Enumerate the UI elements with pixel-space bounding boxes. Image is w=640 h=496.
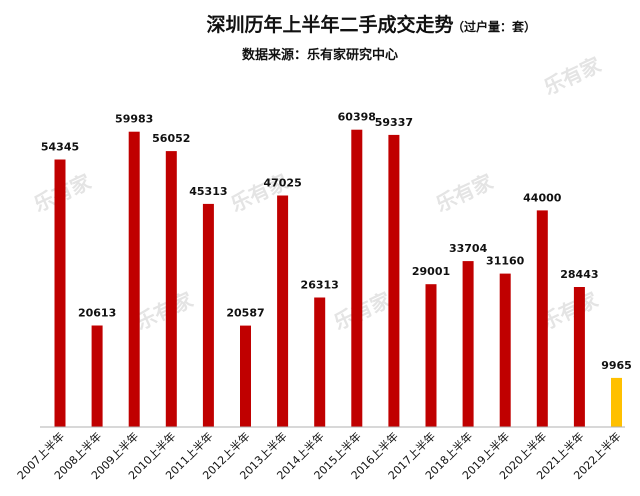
watermark-logo: 乐有家 (540, 52, 605, 100)
watermark-logo: 乐有家 (432, 169, 497, 217)
data-label: 33704 (449, 242, 488, 255)
data-label: 54345 (41, 141, 79, 154)
bar-2021上半年 (573, 287, 585, 427)
data-label: 20587 (226, 307, 264, 320)
bar-2022上半年 (611, 377, 622, 427)
watermark-logo: 乐有家 (330, 287, 395, 335)
x-tick-labels-group: 2007上半年2008上半年2009上半年2010上半年2011上半年2012上… (14, 429, 624, 482)
watermark-logo: 乐有家 (132, 287, 197, 335)
bar-2010上半年 (165, 151, 177, 427)
bar-2012上半年 (240, 325, 251, 427)
bars-group (54, 129, 622, 427)
data-label: 45313 (189, 185, 227, 198)
data-label: 56052 (152, 132, 190, 145)
data-label: 20613 (78, 307, 116, 320)
bar-2019上半年 (499, 273, 511, 427)
chart-title: 深圳历年上半年二手成交走势 (206, 13, 453, 36)
bar-2018上半年 (462, 261, 474, 427)
bar-2015上半年 (351, 129, 363, 427)
data-label: 44000 (523, 191, 562, 204)
data-label: 59337 (375, 116, 413, 129)
chart-source: 数据来源：乐有家研究中心 (242, 47, 398, 63)
bar-2016上半年 (388, 134, 400, 427)
bar-2017上半年 (425, 284, 437, 427)
data-label: 29001 (412, 265, 450, 278)
value-labels-group: 54345 20613 59983 56052 45313 20587 47025 26313… (41, 111, 632, 372)
data-label: 28443 (560, 268, 598, 281)
bar-2008上半年 (91, 325, 103, 427)
data-label: 60398 (338, 111, 376, 124)
bar-2009上半年 (128, 131, 140, 427)
data-label: 26313 (301, 279, 339, 292)
bar-2014上半年 (314, 297, 326, 427)
data-label: 9965 (601, 359, 632, 372)
data-label: 59983 (115, 113, 153, 126)
bar-2011上半年 (202, 203, 214, 427)
chart-unit: （过户量：套） (452, 19, 536, 34)
data-label: 31160 (486, 255, 525, 268)
data-label: 47025 (263, 177, 301, 190)
bar-2013上半年 (277, 195, 289, 427)
bar-2020上半年 (536, 210, 548, 427)
bar-2007上半年 (54, 159, 66, 427)
watermark-layer: 乐有家乐有家乐有家乐有家乐有家乐有家乐有家 (30, 52, 605, 335)
